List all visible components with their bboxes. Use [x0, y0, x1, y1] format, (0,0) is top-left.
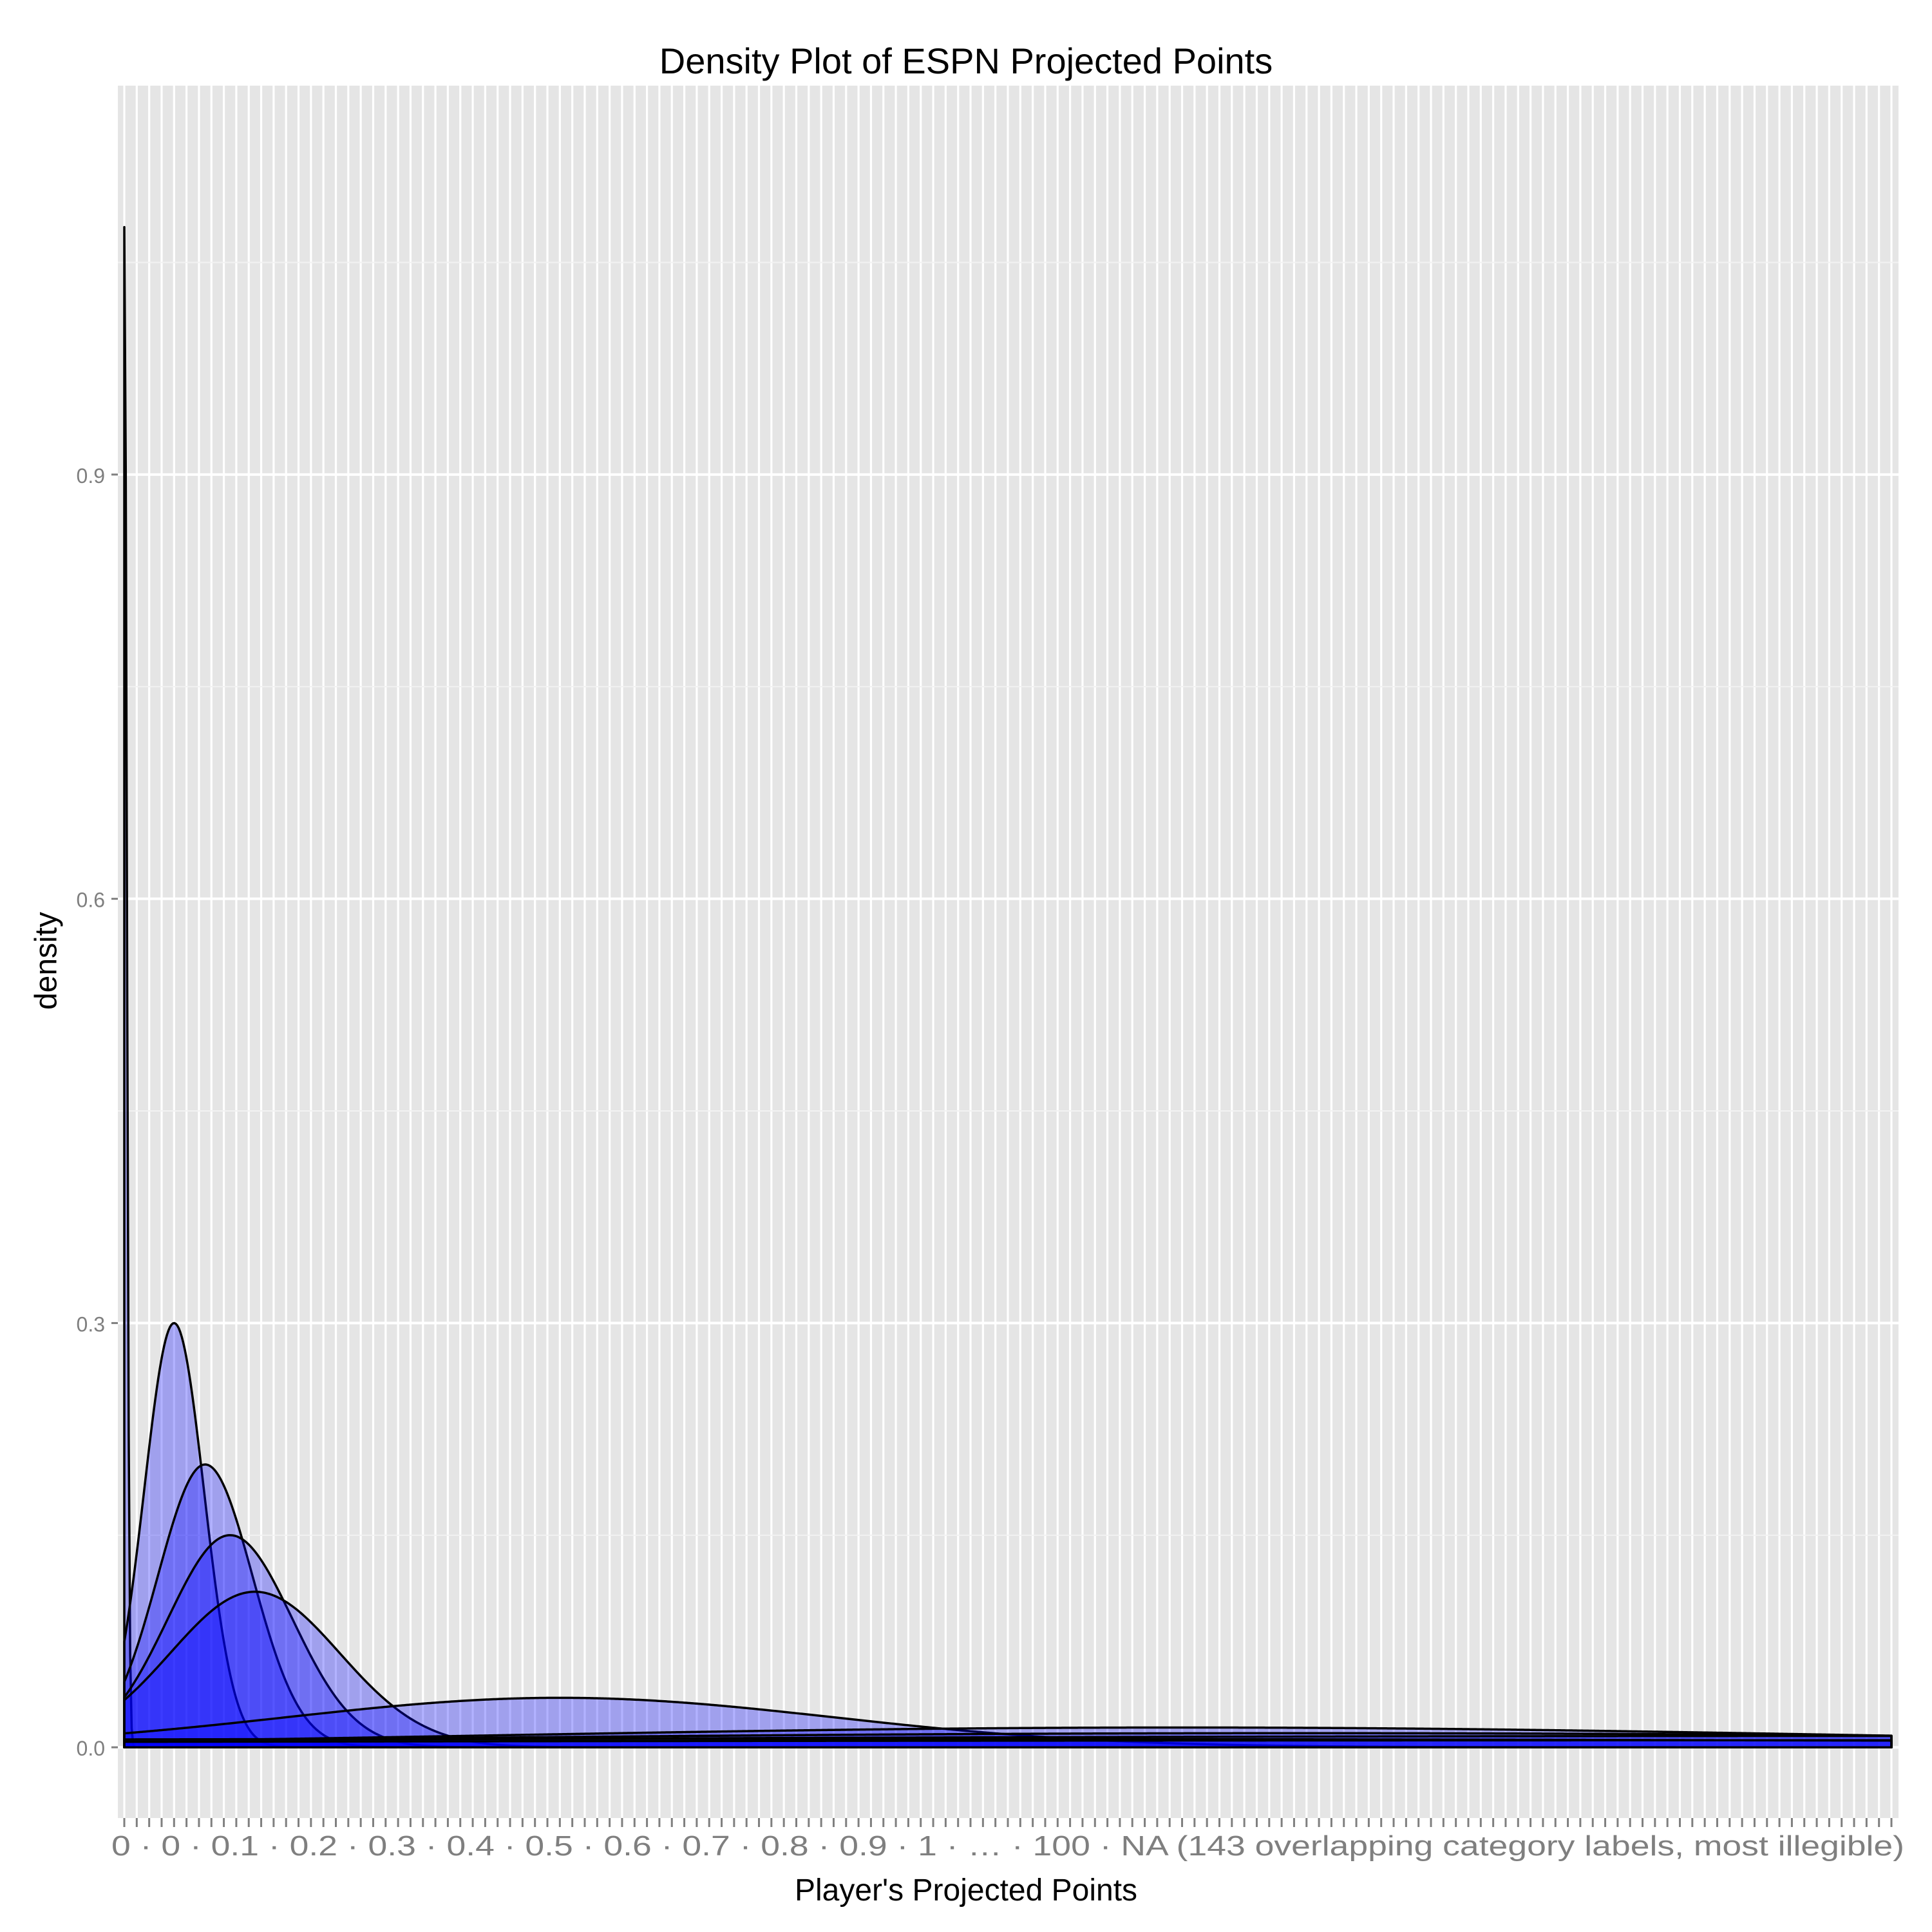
x-tick-labels: 0 · 0 · 0.1 · 0.2 · 0.3 · 0.4 · 0.5 · 0.… — [111, 1830, 1904, 1862]
y-tick-label: 0.9 — [77, 464, 105, 488]
x-gridlines — [123, 86, 1893, 1818]
y-tick-label: 0.0 — [77, 1737, 105, 1760]
density-area-11 — [123, 1739, 1893, 1748]
x-axis-label: Player's Projected Points — [794, 1873, 1138, 1908]
y-tick-label: 0.3 — [77, 1312, 105, 1336]
x-axis-ticks: 0 · 0 · 0.1 · 0.2 · 0.3 · 0.4 · 0.5 · 0.… — [111, 1818, 1904, 1862]
y-axis-ticks: 0.0 0.3 0.6 0.9 — [77, 464, 118, 1760]
chart-title: Density Plot of ESPN Projected Points — [659, 41, 1273, 81]
density-curves — [123, 225, 1893, 1748]
y-tick-label: 0.6 — [77, 889, 105, 912]
